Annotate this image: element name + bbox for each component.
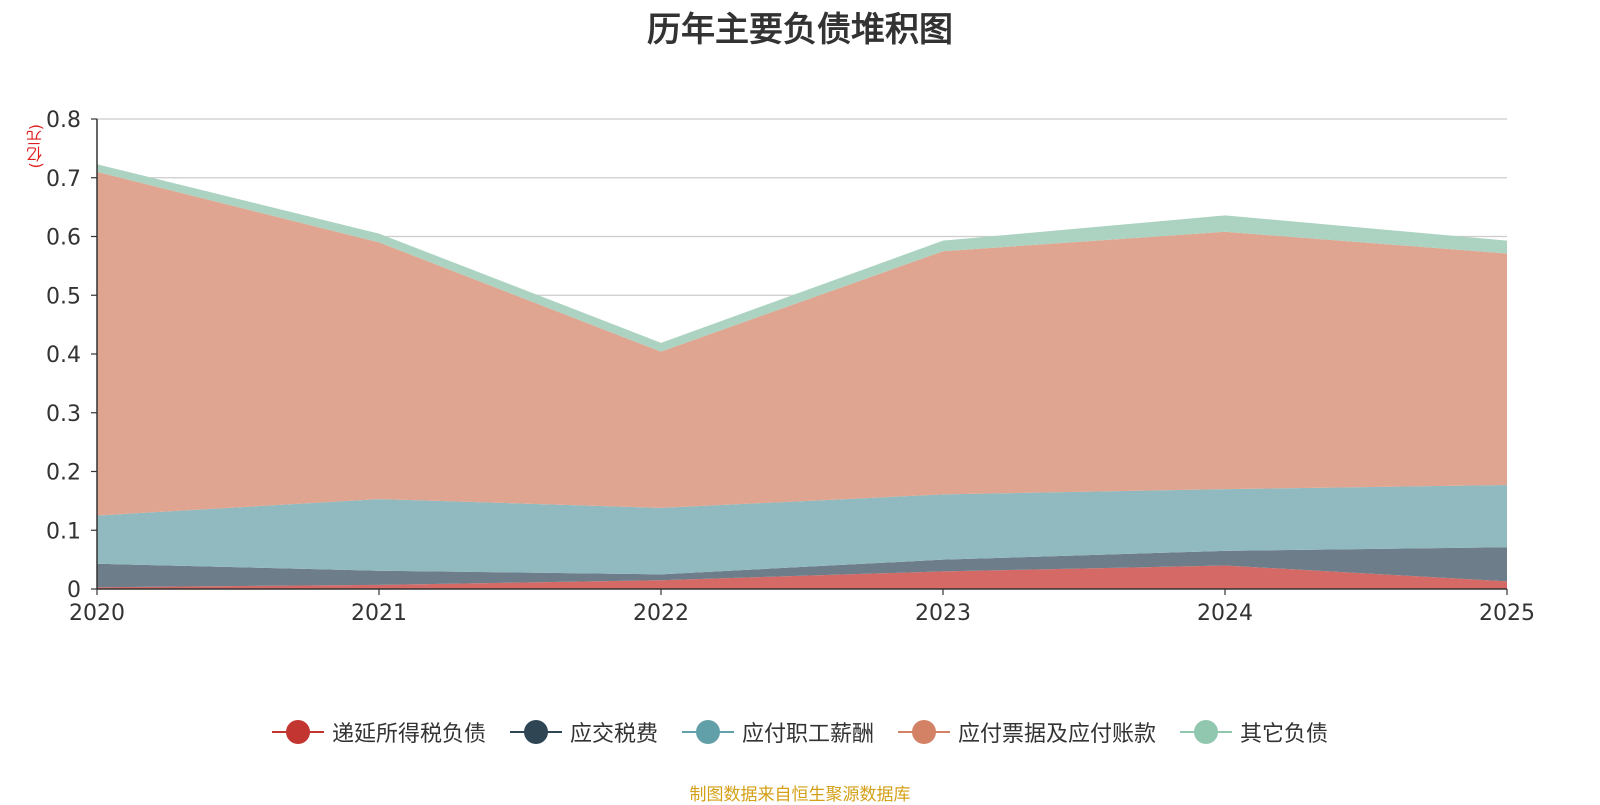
legend-item-1[interactable]: 应交税费 bbox=[509, 716, 658, 748]
y-tick-label: 0.5 bbox=[46, 284, 81, 309]
x-tick-label: 2025 bbox=[1479, 601, 1535, 626]
legend-item-4[interactable]: 其它负债 bbox=[1180, 716, 1328, 748]
legend-item-0[interactable]: 递延所得税负债 bbox=[271, 716, 486, 748]
x-tick-label: 2023 bbox=[915, 601, 971, 626]
area-series-1[interactable] bbox=[97, 547, 1507, 588]
y-tick-label: 0.3 bbox=[46, 402, 81, 427]
y-tick-label: 0.8 bbox=[46, 108, 81, 133]
legend-label: 应付票据及应付账款 bbox=[958, 722, 1157, 747]
source-note: 制图数据来自恒生聚源数据库 bbox=[689, 785, 911, 805]
legend-label: 递延所得税负债 bbox=[331, 722, 486, 747]
legend-item-2[interactable]: 应付职工薪酬 bbox=[681, 716, 874, 748]
y-tick-label: 0.2 bbox=[46, 461, 81, 486]
series-areas bbox=[97, 164, 1507, 589]
x-tick-label: 2020 bbox=[69, 601, 125, 626]
legend-label: 其它负债 bbox=[1240, 722, 1329, 747]
axes: 0 0.1 0.2 0.3 0.4 0.5 0.6 0.7 0.8 2020 2021 2022 202… bbox=[46, 108, 1535, 626]
chart-title: 历年主要负债堆积图 bbox=[647, 10, 953, 50]
legend-item-3[interactable]: 应付票据及应付账款 bbox=[898, 716, 1156, 748]
legend: 递延所得税负债 应交税费 应付职工薪酬 应付票据及应付账款 其它负债 bbox=[0, 716, 1600, 748]
legend-marker-icon bbox=[898, 719, 950, 745]
y-tick-label: 0.1 bbox=[46, 519, 81, 544]
x-tick-label: 2021 bbox=[351, 601, 407, 626]
y-tick-label: 0.6 bbox=[46, 226, 81, 251]
area-series-0[interactable] bbox=[97, 565, 1507, 590]
legend-label: 应付职工薪酬 bbox=[741, 722, 874, 747]
legend-marker-icon bbox=[1180, 719, 1233, 745]
legend-marker-icon bbox=[681, 719, 734, 745]
legend-label: 应交税费 bbox=[569, 722, 658, 747]
area-series-3[interactable] bbox=[97, 171, 1507, 516]
x-tick-label: 2022 bbox=[633, 601, 689, 626]
legend-marker-icon bbox=[509, 719, 562, 745]
y-tick-label: 0 bbox=[67, 578, 81, 603]
x-tick-label: 2024 bbox=[1197, 601, 1253, 626]
legend-marker-icon bbox=[271, 719, 324, 745]
y-tick-label: 0.7 bbox=[46, 167, 81, 192]
area-series-2[interactable] bbox=[97, 485, 1507, 575]
y-tick-label: 0.4 bbox=[46, 343, 81, 368]
